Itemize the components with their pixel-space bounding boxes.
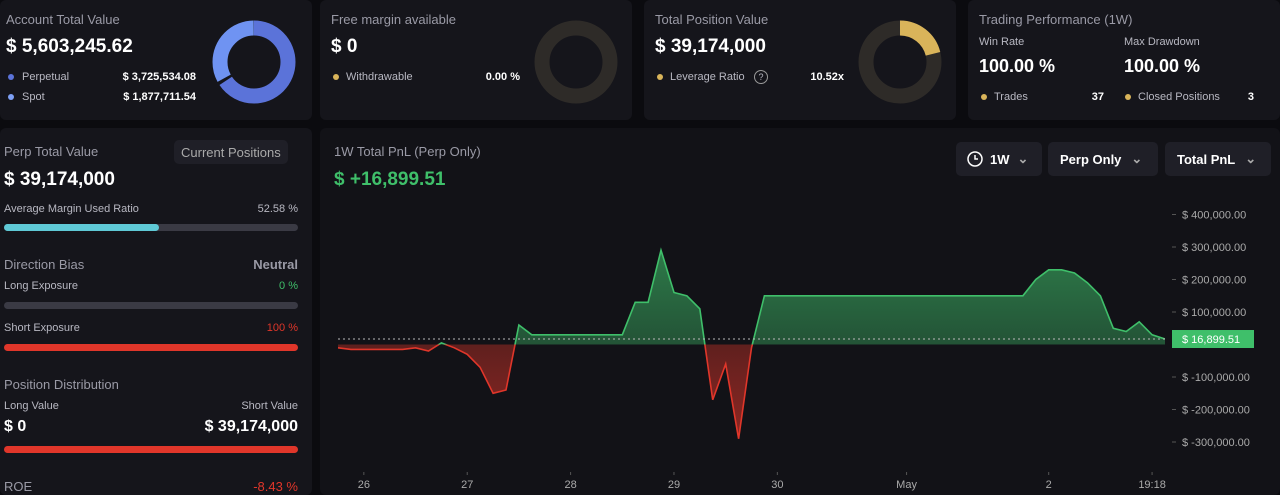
dist-title: Position Distribution — [4, 377, 119, 392]
donut — [534, 20, 618, 104]
row-label: Leverage Ratio — [670, 71, 745, 83]
card: Free margin available $ 0 Withdrawable 0… — [320, 0, 632, 120]
y-tick-label: $ -200,000.00 — [1182, 405, 1250, 417]
row-value: 0.00 % — [485, 71, 520, 83]
pnl-total: $ +16,899.51 — [334, 169, 446, 190]
scope-button[interactable]: Perp Only ⌄ — [1048, 142, 1158, 176]
row-label: Perpetual — [22, 71, 70, 83]
row-value: 10.52x — [810, 71, 844, 83]
area-up — [338, 250, 1165, 345]
row-value: 3 — [1247, 91, 1254, 103]
x-tick-label: 28 — [564, 479, 576, 491]
donut-segment — [212, 20, 296, 104]
card-value: $ 39,174,000 — [655, 36, 766, 57]
short-amount: $ 39,174,000 — [204, 418, 298, 435]
short-value-label: Short Value — [241, 400, 298, 412]
card: Total Position Value $ 39,174,000 Levera… — [644, 0, 956, 120]
dot — [657, 74, 663, 80]
card-title: Trading Performance (1W) — [979, 12, 1133, 27]
donut-segment — [858, 20, 942, 104]
row-label: Withdrawable — [346, 71, 413, 83]
dist-fill — [4, 446, 298, 453]
last-value-box — [1172, 330, 1254, 349]
y-tick-label: $ 100,000.00 — [1182, 307, 1246, 319]
dot — [333, 74, 339, 80]
line-up — [437, 247, 1165, 345]
row-value: $ 1,877,711.54 — [123, 91, 196, 103]
long-value: 0 % — [279, 280, 298, 292]
donut-segment — [212, 20, 296, 104]
long-track — [4, 302, 298, 309]
x-tick-label: 30 — [771, 479, 783, 491]
roe-label: ROE — [4, 479, 33, 494]
bias-value: Neutral — [253, 257, 298, 272]
short-value: 100 % — [266, 322, 298, 334]
short-label: Short Exposure — [4, 322, 80, 334]
row-value: 37 — [1091, 91, 1104, 103]
row-label: Trades — [994, 91, 1028, 103]
long-amount: $ 0 — [4, 418, 27, 435]
stat-label: Max Drawdown — [1124, 36, 1200, 48]
margin-fill — [4, 224, 159, 231]
long-value-label: Long Value — [4, 400, 59, 412]
card-value: $ 0 — [331, 36, 358, 57]
row-value: $ 3,725,534.08 — [122, 71, 196, 83]
current-positions-button[interactable]: Current Positions — [174, 140, 288, 164]
perp-panel: Perp Total Value Current Positions $ 39,… — [0, 128, 312, 495]
y-tick-label: $ 400,000.00 — [1182, 210, 1246, 222]
dot — [981, 94, 987, 100]
info-icon[interactable]: ? — [754, 70, 768, 84]
x-tick-label: May — [896, 479, 917, 491]
x-tick-label: 27 — [461, 479, 473, 491]
dot — [8, 94, 14, 100]
y-tick-label: $ 300,000.00 — [1182, 242, 1246, 254]
y-tick-label: $ -100,000.00 — [1182, 372, 1250, 384]
line-down — [338, 344, 754, 439]
metric-button[interactable]: Total PnL ⌄ — [1165, 142, 1271, 176]
stat-value: 100.00 % — [979, 56, 1056, 76]
card-title: Account Total Value — [6, 12, 120, 27]
x-tick-label: 2 — [1046, 479, 1052, 491]
row-label: Spot — [22, 91, 45, 103]
card: Account Total Value $ 5,603,245.62 Perpe… — [0, 0, 312, 120]
card-title: Free margin available — [331, 12, 457, 27]
dot — [8, 74, 14, 80]
donut-track — [534, 20, 618, 104]
button-label: 1W — [990, 151, 1010, 167]
bias-label: Direction Bias — [4, 257, 85, 272]
stat-value: 100.00 % — [1124, 56, 1201, 76]
card-value: $ 5,603,245.62 — [6, 36, 133, 57]
perp-value: $ 39,174,000 — [4, 169, 115, 190]
range-button[interactable]: 1W ⌄ — [956, 142, 1042, 176]
short-fill — [4, 344, 298, 351]
donut — [212, 20, 296, 104]
x-tick-label: 29 — [668, 479, 680, 491]
x-tick-label: 19:18 — [1138, 479, 1166, 491]
clock-icon — [967, 151, 983, 167]
panel-title: Perp Total Value — [4, 144, 99, 159]
y-tick-label: $ 200,000.00 — [1182, 275, 1246, 287]
y-tick-label: $ -300,000.00 — [1182, 437, 1250, 449]
last-value-label: $ 16,899.51 — [1182, 334, 1240, 346]
row-label: Closed Positions — [1138, 91, 1220, 103]
button-label: Total PnL — [1177, 151, 1236, 167]
pnl-title: 1W Total PnL (Perp Only) — [334, 144, 481, 159]
margin-label: Average Margin Used Ratio — [4, 203, 139, 215]
stat-label: Win Rate — [979, 36, 1025, 48]
margin-value: 52.58 % — [257, 203, 298, 215]
button-label: Perp Only — [1060, 151, 1122, 167]
long-label: Long Exposure — [4, 280, 78, 292]
x-tick-label: 26 — [358, 479, 370, 491]
card-title: Total Position Value — [655, 12, 769, 27]
dot — [1125, 94, 1131, 100]
roe-value: -8.43 % — [253, 479, 298, 494]
card: Trading Performance (1W) Win Rate 100.00… — [968, 0, 1280, 120]
donut — [858, 20, 942, 104]
